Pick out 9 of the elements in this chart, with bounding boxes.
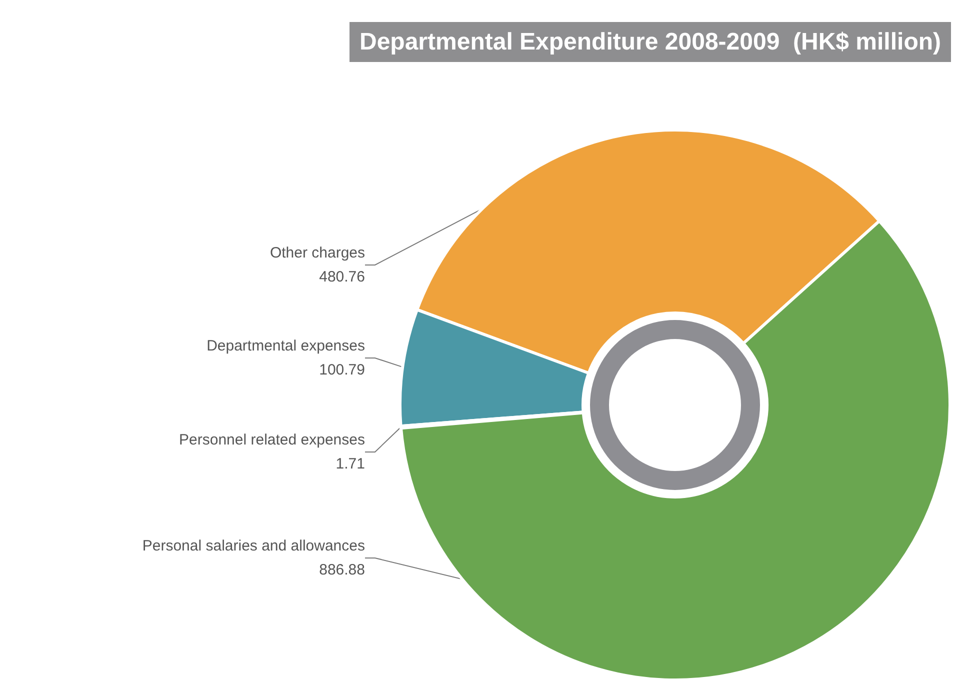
chart-title: Departmental Expenditure 2008-2009 (HK$ million) (359, 28, 942, 56)
data-label: 1.71 (336, 456, 365, 472)
slice-label: Personal salaries and allowances (142, 538, 365, 554)
slice-label: Other charges (270, 244, 365, 262)
slice-label: Personnel related expenses (179, 432, 365, 448)
slice-label: Departmental expenses (206, 338, 365, 354)
data-label: 886.88 (319, 562, 365, 578)
data-label: 100.79 (319, 362, 365, 378)
data-label: 480.76 (319, 268, 365, 286)
